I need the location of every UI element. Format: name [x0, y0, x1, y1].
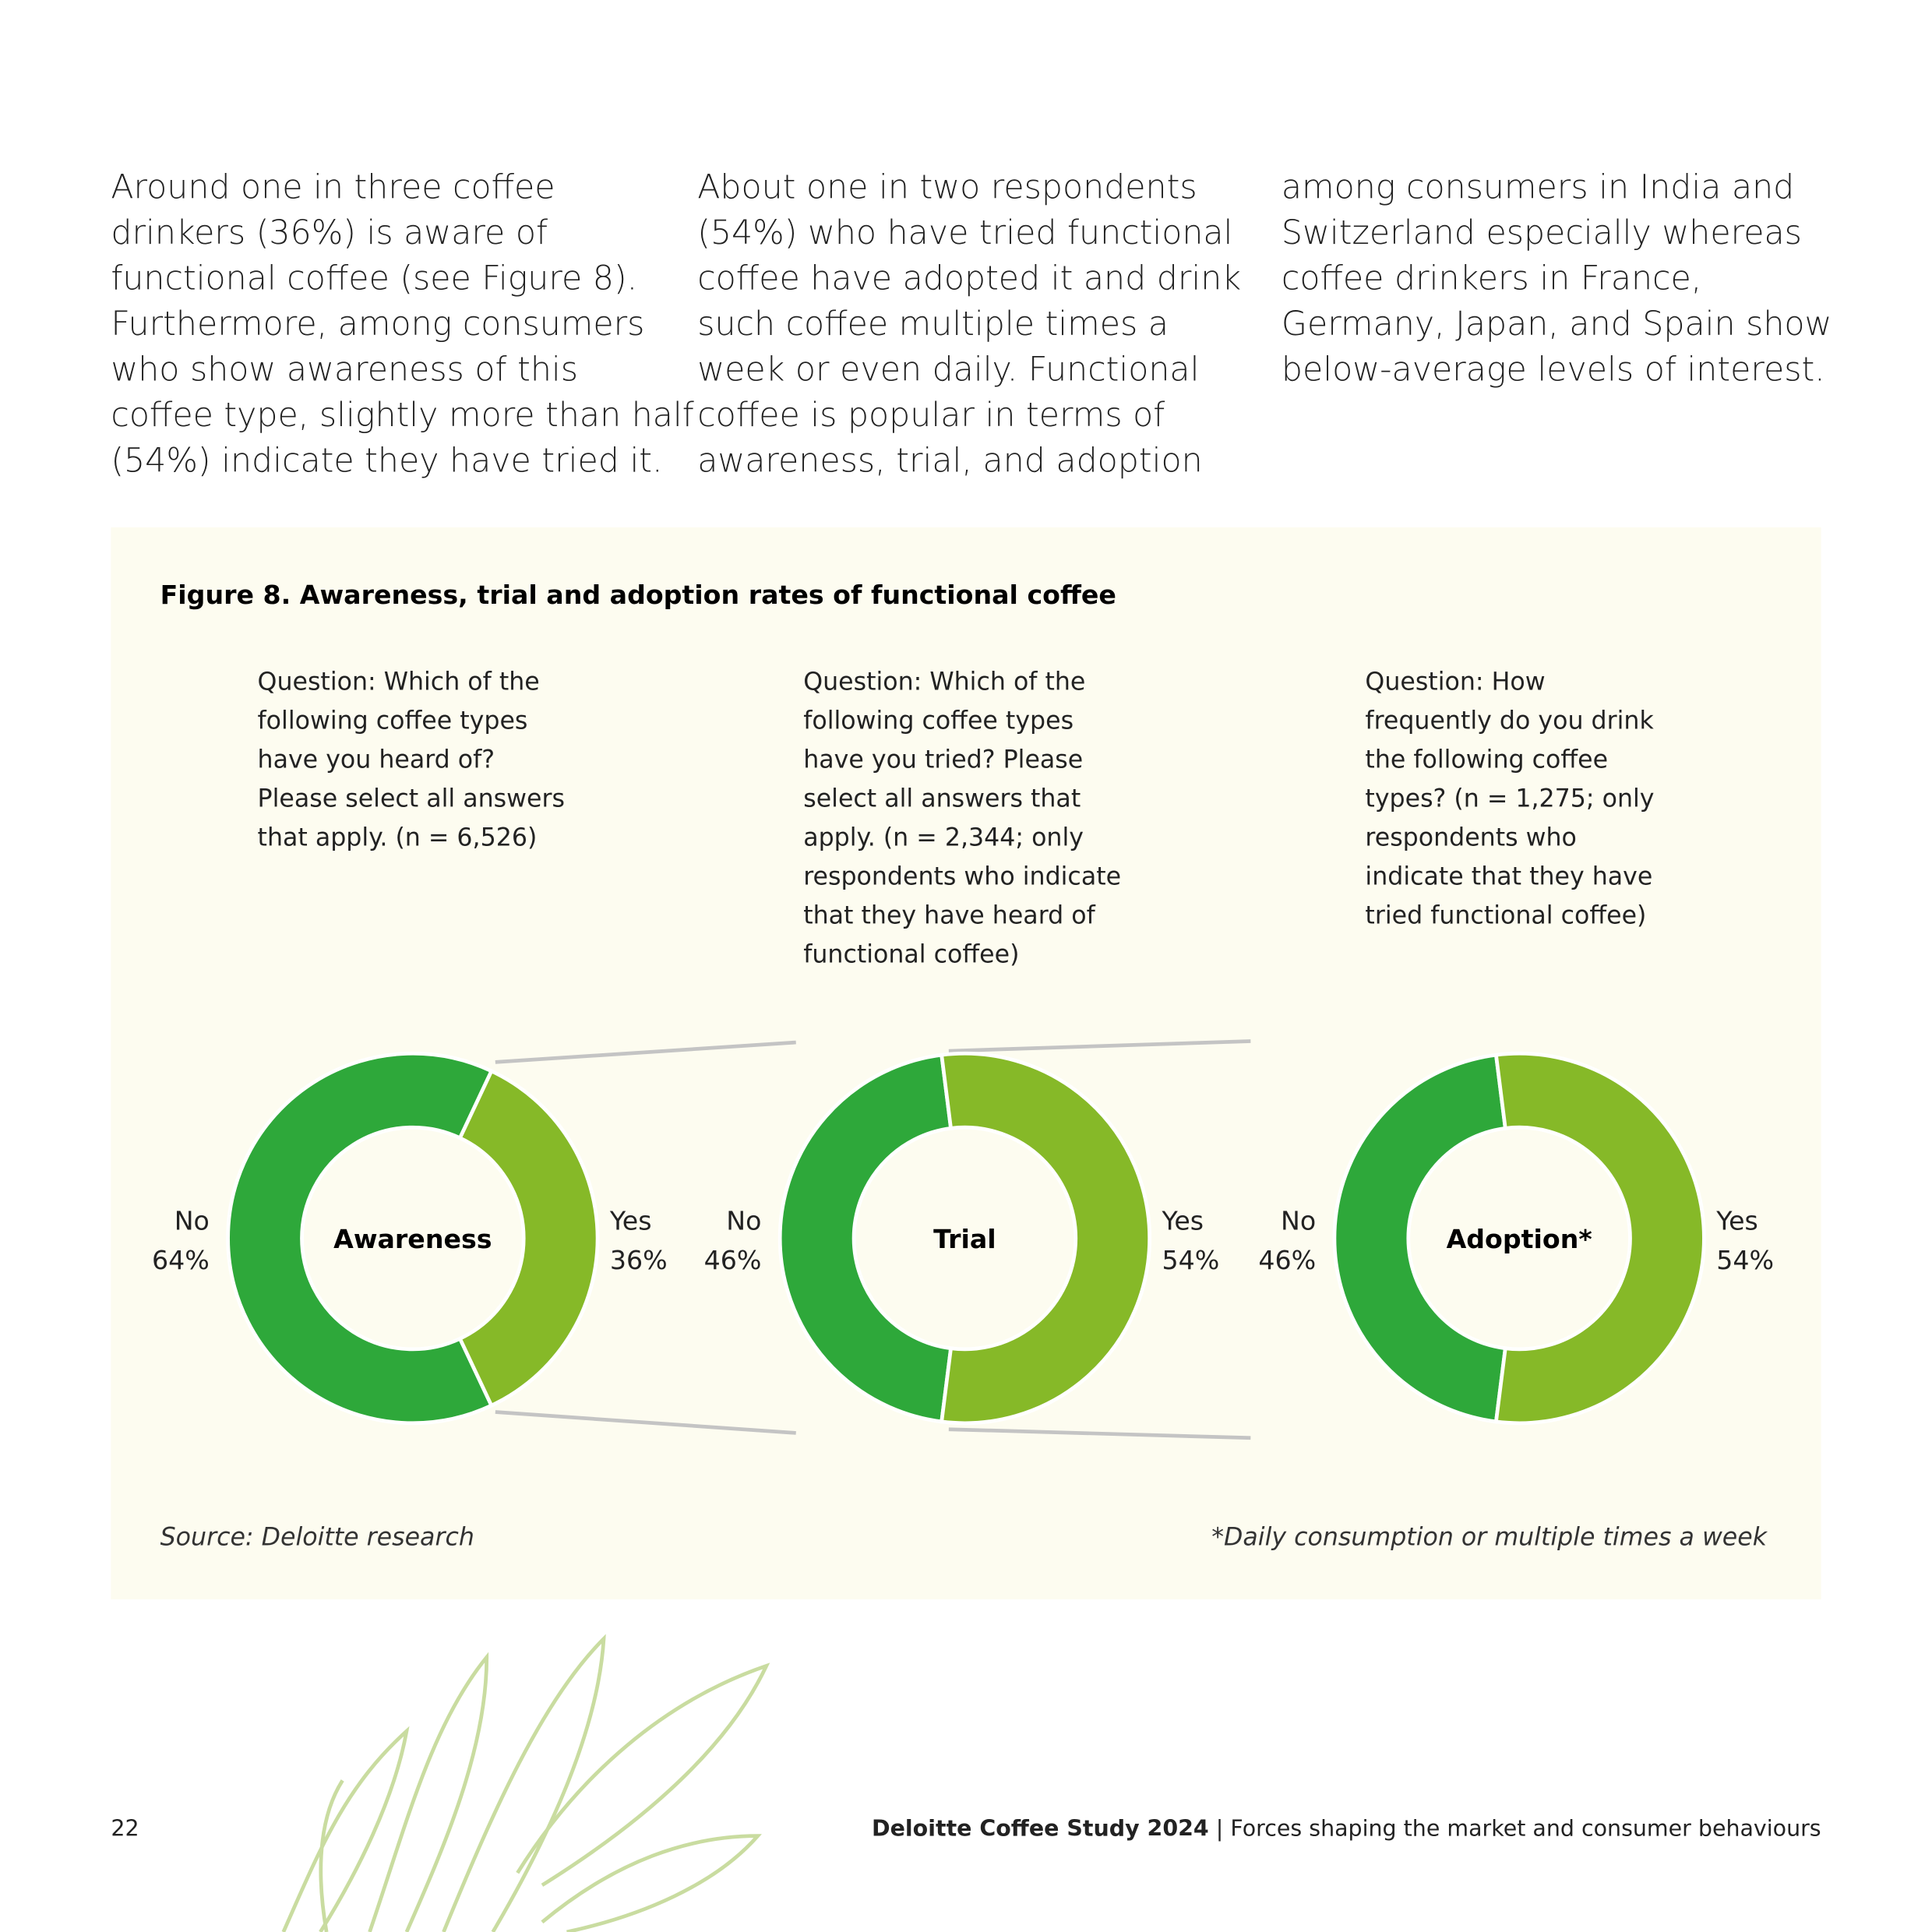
- body-paragraph-line: who show awareness of this: [111, 351, 578, 390]
- body-paragraph-line: among consumers in India and: [1282, 168, 1794, 207]
- center-label: Adoption*: [1447, 1224, 1592, 1254]
- body-paragraph-line: week or even daily. Functional: [697, 351, 1199, 390]
- question-line: frequently do you drink: [1365, 707, 1654, 735]
- body-paragraph: among consumers in India and Switzerland …: [1282, 168, 1832, 390]
- center-label: Trial: [933, 1224, 996, 1254]
- leaf: [319, 1779, 344, 1932]
- footnote: *Daily consumption or multiple times a w…: [1211, 1523, 1768, 1551]
- leaf-decoration: [281, 1634, 770, 1932]
- donut-segment: [457, 1068, 600, 1408]
- body-paragraph-line: Germany, Japan, and Spain show: [1282, 305, 1832, 344]
- body-paragraph-line: drinkers (36%) is aware of: [111, 213, 548, 252]
- question-line: select all answers that: [803, 785, 1081, 813]
- value-label: 54%: [1162, 1245, 1219, 1275]
- category-label: Yes: [609, 1205, 652, 1236]
- category-label: No: [1281, 1205, 1316, 1236]
- question-line: respondents who: [1365, 824, 1576, 852]
- donut-segment: [777, 1052, 954, 1424]
- connector: [495, 1410, 796, 1435]
- question-line: functional coffee): [803, 941, 1019, 969]
- body-paragraph-line: such coffee multiple times a: [697, 305, 1169, 344]
- connector: [948, 1427, 1251, 1440]
- body-paragraph: About one in two respondents (54%) who ha…: [697, 168, 1241, 481]
- leaf: [368, 1652, 489, 1932]
- connectors: [495, 1039, 1251, 1440]
- body-paragraph-line: coffee is popular in terms of: [697, 396, 1165, 435]
- question-line: respondents who indicate: [803, 863, 1121, 891]
- leaf: [281, 1726, 410, 1932]
- body-paragraph-line: coffee have adopted it and drink: [697, 259, 1241, 298]
- question-line: following coffee types: [803, 707, 1074, 735]
- center-label: Awareness: [333, 1224, 492, 1254]
- leaf: [516, 1662, 770, 1887]
- donut-segment: [940, 1051, 1151, 1426]
- body-paragraph-line: (54%) who have tried functional: [697, 213, 1232, 252]
- value-label: 54%: [1716, 1245, 1774, 1275]
- body-paragraph-line: Around one in three coffee: [111, 168, 555, 207]
- body-paragraph-line: coffee type, slightly more than half: [111, 396, 693, 435]
- question-line: types? (n = 1,275; only: [1365, 785, 1654, 813]
- body-paragraph-line: Switzerland especially whereas: [1282, 213, 1802, 252]
- category-label: Yes: [1161, 1205, 1204, 1236]
- question: Question: How frequently do you drink the …: [1365, 668, 1654, 930]
- body-paragraph-line: awareness, trial, and adoption: [697, 442, 1202, 481]
- body-paragraph-line: About one in two respondents: [697, 168, 1197, 207]
- category-label: Yes: [1715, 1205, 1758, 1236]
- leaf: [541, 1834, 762, 1932]
- question: Question: Which of the following coffee t…: [803, 668, 1121, 969]
- category-label: No: [175, 1205, 210, 1236]
- question: Question: Which of the following coffee t…: [258, 668, 565, 852]
- question-line: the following coffee: [1365, 746, 1608, 774]
- section-name: | Forces shaping the market and consumer…: [1216, 1816, 1821, 1842]
- body-paragraph: Around one in three coffee drinkers (36%)…: [111, 168, 693, 481]
- question-line: tried functional coffee): [1365, 902, 1646, 930]
- donut-segment: [1493, 1051, 1706, 1426]
- body-paragraph-line: coffee drinkers in France,: [1282, 259, 1701, 298]
- donut-segment: [226, 1051, 495, 1426]
- question-line: that they have heard of: [803, 902, 1095, 930]
- leaf: [442, 1634, 606, 1932]
- source: Source: Deloitte research: [160, 1523, 474, 1551]
- body-paragraph-line: (54%) indicate they have tried it.: [111, 442, 662, 481]
- category-label: No: [726, 1205, 761, 1236]
- value-label: 64%: [152, 1245, 210, 1275]
- value-label: 46%: [704, 1245, 762, 1275]
- value-label: 36%: [610, 1245, 668, 1275]
- question-line: Question: How: [1365, 668, 1545, 696]
- question-line: apply. (n = 2,344; only: [803, 824, 1084, 852]
- question-line: Please select all answers: [258, 785, 565, 813]
- donut: [1332, 1051, 1706, 1426]
- question-line: have you tried? Please: [803, 746, 1083, 774]
- donut-segment: [1332, 1052, 1507, 1424]
- question-line: have you heard of?: [258, 746, 495, 774]
- donut: [777, 1051, 1151, 1426]
- figure-title: Figure 8. Awareness, trial and adoption …: [160, 580, 1116, 610]
- page-number: 22: [111, 1816, 139, 1842]
- body-paragraph-line: Furthermore, among consumers: [111, 305, 644, 344]
- body-paragraph-line: functional coffee (see Figure 8).: [111, 259, 637, 298]
- question-line: that apply. (n = 6,526): [258, 824, 538, 852]
- question-line: Question: Which of the: [258, 668, 540, 696]
- body-paragraph-line: below-average levels of interest.: [1282, 351, 1825, 390]
- report-name: Deloitte Coffee Study 2024: [872, 1816, 1209, 1842]
- connector: [948, 1039, 1251, 1053]
- question-line: following coffee types: [258, 707, 528, 735]
- connector: [495, 1040, 796, 1064]
- footer: Deloitte Coffee Study 2024 | Forces shap…: [872, 1816, 1821, 1842]
- question-line: indicate that they have: [1365, 863, 1652, 891]
- question-line: Question: Which of the: [803, 668, 1085, 696]
- donut: [226, 1051, 600, 1426]
- value-label: 46%: [1258, 1245, 1316, 1275]
